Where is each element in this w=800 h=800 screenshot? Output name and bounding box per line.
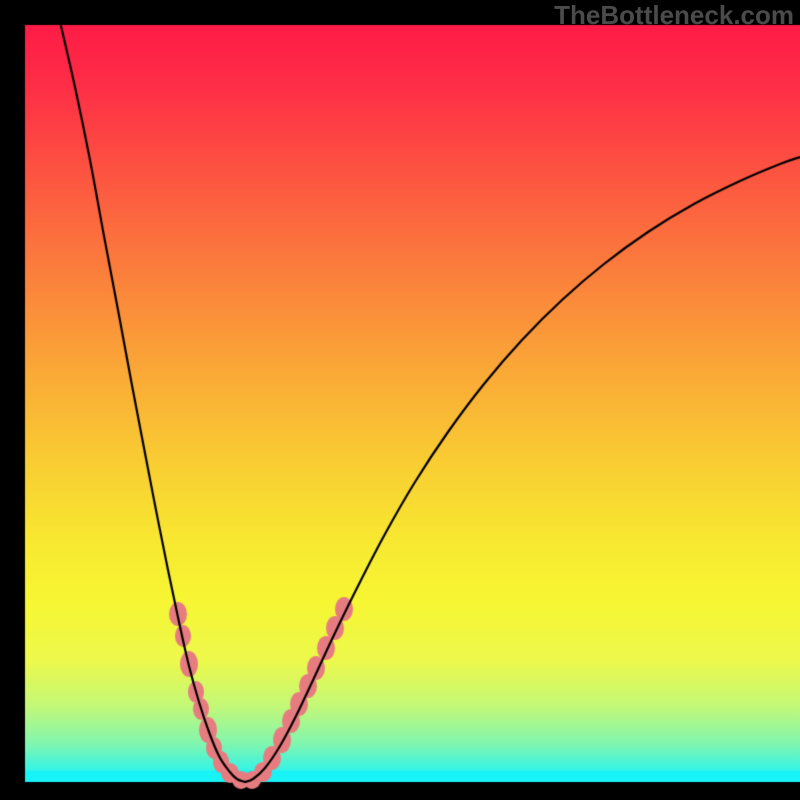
- bottleneck-curve: [0, 0, 800, 800]
- data-points-layer: [0, 0, 800, 800]
- watermark-text: TheBottleneck.com: [554, 0, 794, 31]
- chart-stage: TheBottleneck.com: [0, 0, 800, 800]
- gradient-background: [0, 0, 800, 800]
